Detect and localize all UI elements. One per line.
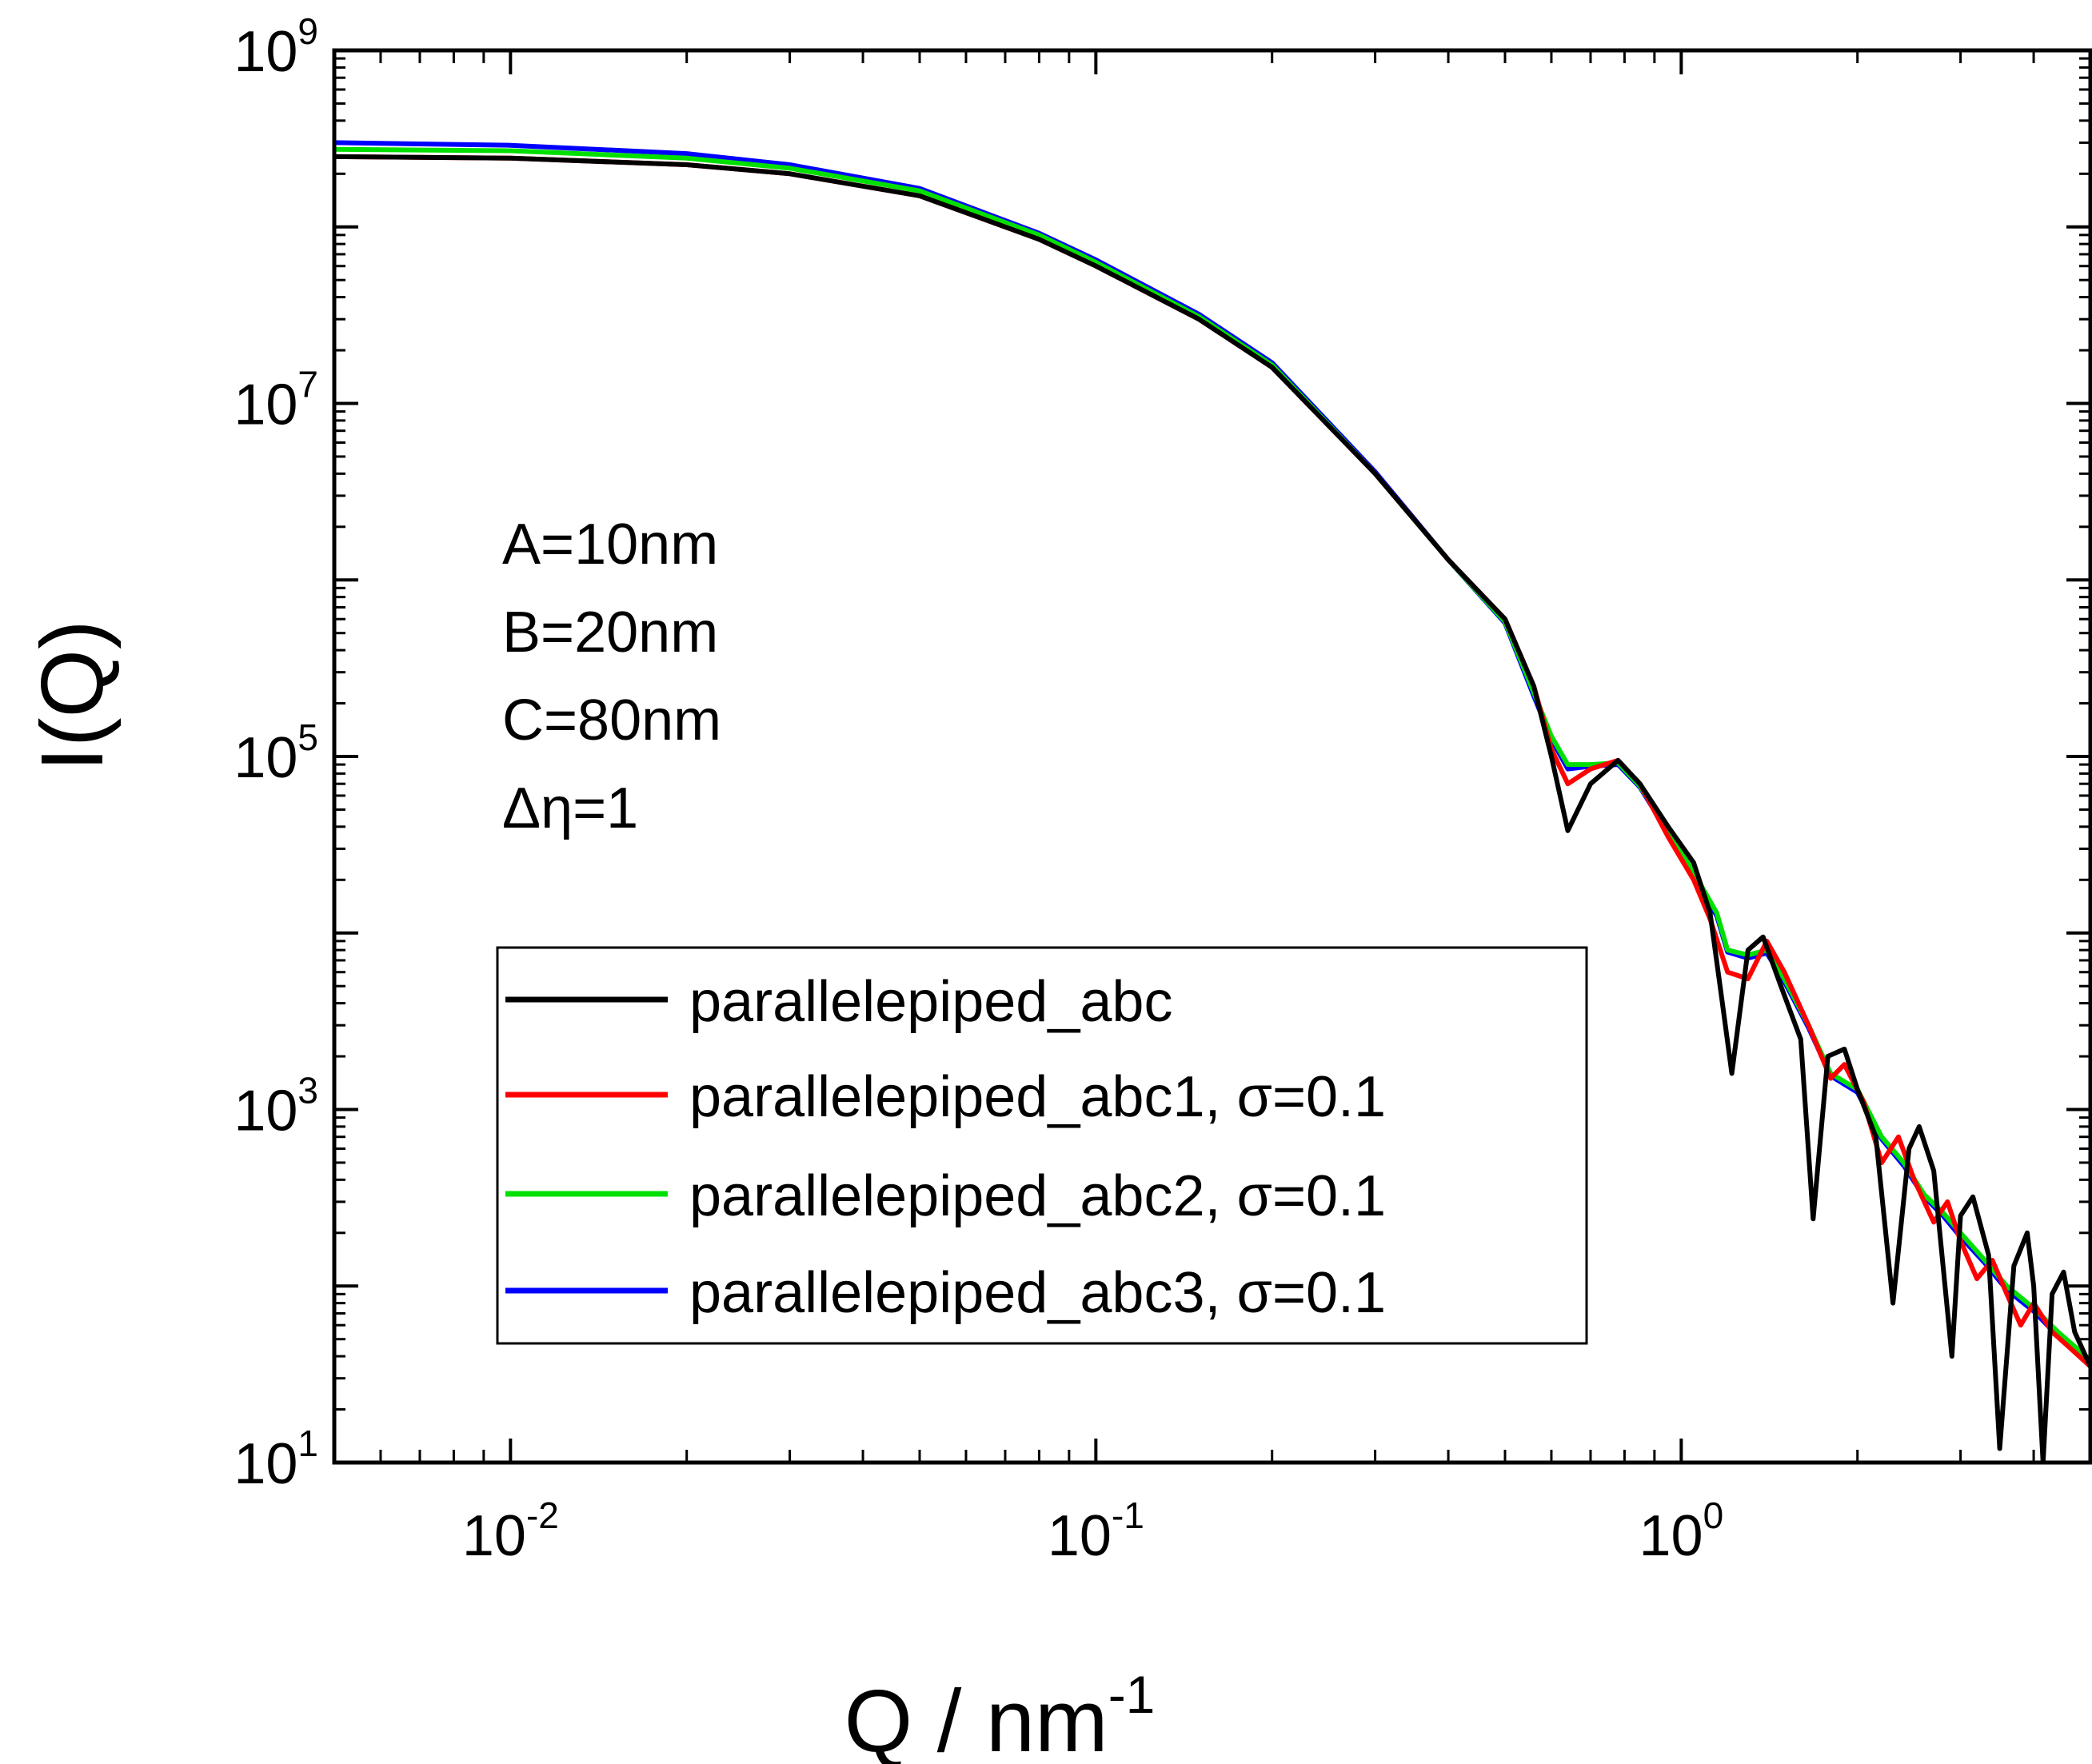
y-tick-label: 101 (234, 1423, 318, 1496)
y-tick-label: 103 (234, 1070, 318, 1143)
annotation-a: A=10nm (502, 513, 718, 577)
legend-entry: parallelepiped_abc (505, 970, 1172, 1034)
y-axis-title: I(Q) (23, 620, 122, 771)
y-tick-label: 107 (234, 364, 318, 437)
legend-label: parallelepiped_abc1, σ=0.1 (689, 1065, 1386, 1129)
legend-entry: parallelepiped_abc1, σ=0.1 (505, 1065, 1386, 1129)
x-axis-title: Q / nm-1 (844, 1665, 1156, 1764)
legend-label: parallelepiped_abc (689, 970, 1172, 1034)
legend-label: parallelepiped_abc2, σ=0.1 (689, 1164, 1386, 1228)
legend-box (496, 946, 1588, 1345)
x-tick-label: 10-1 (1048, 1495, 1144, 1568)
x-tick-label: 100 (1639, 1495, 1724, 1568)
series-lines (334, 140, 2090, 1463)
y-tick-labels: 101 103 105 107 109 (234, 10, 318, 1496)
y-tick-label: 105 (234, 716, 318, 790)
legend-entry: parallelepiped_abc3, σ=0.1 (505, 1261, 1386, 1325)
legend: parallelepiped_abc parallelepiped_abc1, … (496, 946, 1588, 1345)
legend-label: parallelepiped_abc3, σ=0.1 (689, 1261, 1386, 1325)
annotation-c: C=80nm (502, 688, 721, 752)
annotation-block: A=10nm B=20nm C=80nm Δη=1 (502, 513, 721, 840)
x-tick-labels: 10-2 10-1 100 (462, 1495, 1723, 1568)
x-tick-label: 10-2 (462, 1495, 559, 1568)
annotation-delta-eta: Δη=1 (502, 776, 638, 840)
series-line (334, 154, 2090, 1463)
legend-entry: parallelepiped_abc2, σ=0.1 (505, 1164, 1386, 1228)
y-tick-label: 109 (234, 10, 318, 84)
annotation-b: B=20nm (502, 601, 718, 664)
plot-frame (332, 48, 2092, 1465)
